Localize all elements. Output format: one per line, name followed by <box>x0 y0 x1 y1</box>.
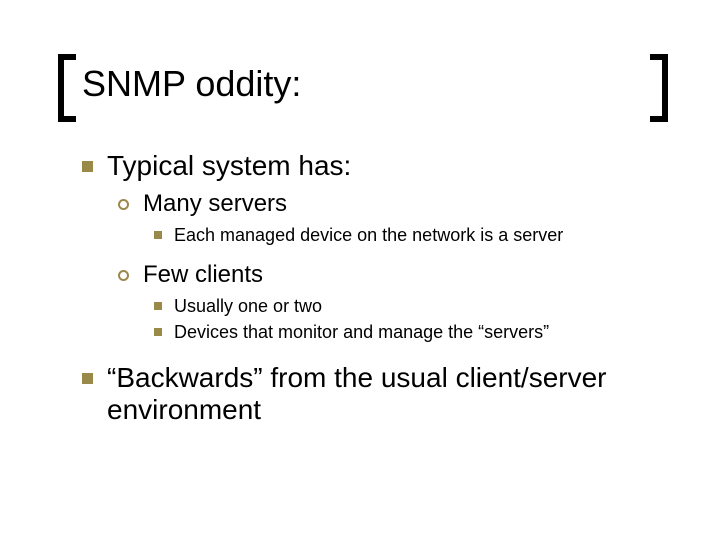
square-bullet-icon <box>154 302 162 310</box>
slide-title: SNMP oddity: <box>82 64 301 104</box>
bullet-level2: Few clients <box>118 261 662 289</box>
bullet-level1: “Backwards” from the usual client/server… <box>82 362 662 426</box>
bullet-level1: Typical system has: <box>82 150 662 182</box>
slide: SNMP oddity: Typical system has: Many se… <box>0 0 720 540</box>
bullet-level3: Usually one or two <box>154 295 662 318</box>
bullet-level2: Many servers <box>118 190 662 218</box>
square-bullet-icon <box>82 161 93 172</box>
title-bracket-left <box>58 54 76 122</box>
circle-bullet-icon <box>118 199 129 210</box>
square-bullet-icon <box>154 328 162 336</box>
bullet-text: Typical system has: <box>107 150 662 182</box>
bullet-level3: Each managed device on the network is a … <box>154 224 662 247</box>
bullet-text: Few clients <box>143 261 662 289</box>
bullet-level3: Devices that monitor and manage the “ser… <box>154 321 662 344</box>
title-bracket-right <box>650 54 668 122</box>
bullet-text: “Backwards” from the usual client/server… <box>107 362 662 426</box>
square-bullet-icon <box>82 373 93 384</box>
circle-bullet-icon <box>118 270 129 281</box>
square-bullet-icon <box>154 231 162 239</box>
bullet-text: Many servers <box>143 190 662 218</box>
bullet-text: Devices that monitor and manage the “ser… <box>174 321 662 344</box>
bullet-text: Usually one or two <box>174 295 662 318</box>
bullet-text: Each managed device on the network is a … <box>174 224 662 247</box>
slide-body: Typical system has: Many servers Each ma… <box>82 150 662 434</box>
